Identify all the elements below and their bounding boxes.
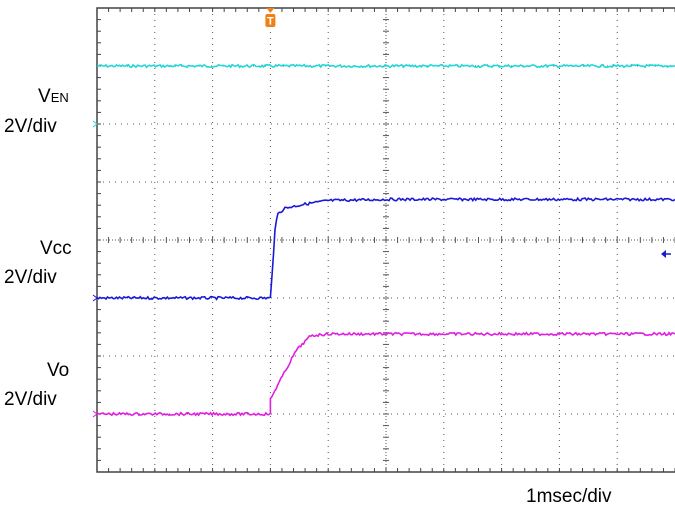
vcc-scale: 2V/div [4,267,57,288]
vo-scale: 2V/div [4,389,57,410]
channel-ground-marker-vcc [92,294,98,302]
trigger-badge [265,14,276,27]
trigger-arrow-icon [266,8,275,13]
trigger-label: T [267,16,274,28]
grid [96,7,675,473]
ven-scale: 2V/div [4,116,57,137]
trace-ven [96,63,675,69]
markers: T [92,8,671,418]
vcc-label: Vcc [40,238,72,259]
vo-label: Vo [47,360,70,381]
trace-vo [96,331,675,417]
plot-frame [96,7,675,473]
timebase-label: 1msec/div [526,486,612,507]
traces [96,63,675,417]
ven-label: VEN [38,86,69,107]
channel-ground-marker-vo [92,410,98,418]
trace-vcc [96,196,675,301]
reference-arrow-icon [661,250,666,258]
channel-ground-marker-ven [92,120,98,128]
